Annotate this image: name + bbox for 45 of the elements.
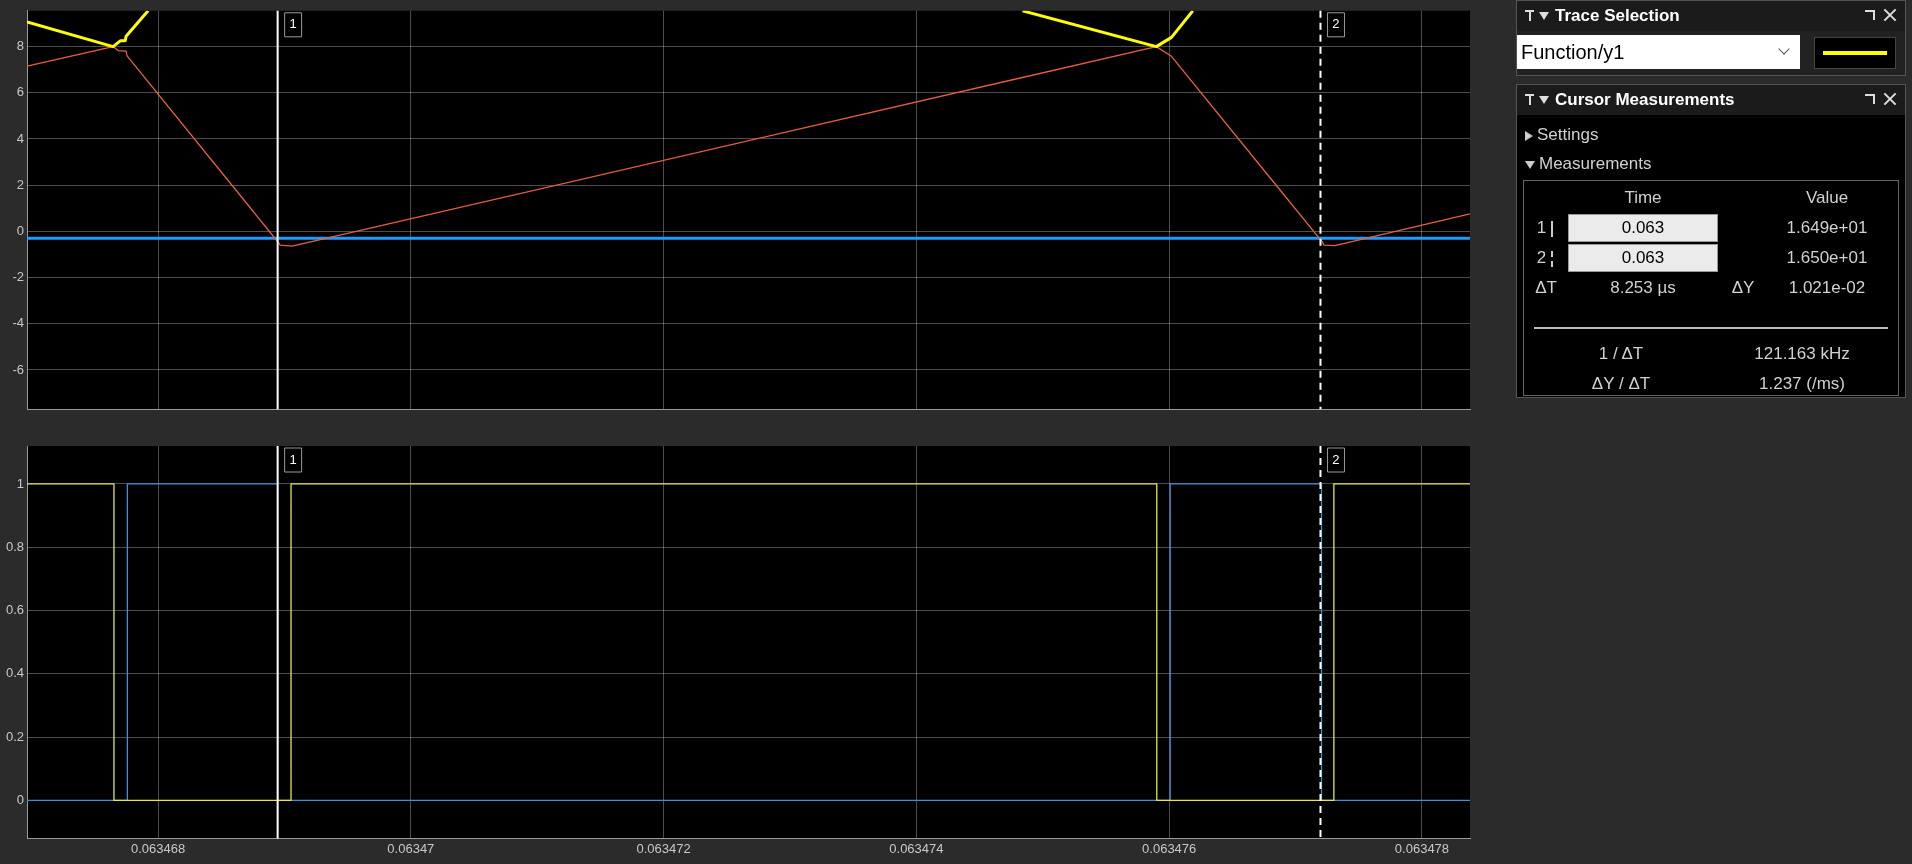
y-tick-label: -4 [12,315,24,331]
text: ΔY / ΔT [1591,374,1651,393]
text: Settings [1537,125,1599,144]
y-tick-label: 1 [16,475,24,491]
annotation: 1 [289,16,297,32]
text: Time [1624,188,1662,207]
text: Trace Selection [1555,6,1680,26]
text: 1.237 (/ms) [1759,374,1845,393]
text: Value [1805,188,1849,207]
x-tick-label: 0.063478 [1394,840,1450,856]
annotation: 2 [1332,451,1340,467]
x-tick-label: 0.063472 [636,840,691,856]
y-tick-label: 8 [16,38,24,54]
y-tick-label: 2 [16,176,24,192]
annotation: 2 [1332,16,1340,32]
text: Function/y1 [1521,40,1625,64]
annotation: 1 [289,451,297,467]
y-tick-label: 0.2 [5,728,24,744]
y-tick-label: 4 [16,130,24,146]
text: 1 / ΔT [1598,344,1644,363]
x-tick-label: 0.063476 [1142,840,1197,856]
x-tick-label: 0.063474 [889,840,944,856]
text: 1 [1536,218,1547,237]
y-tick-label: 0.6 [5,602,24,618]
x-tick-label: 0.06347 [387,840,435,856]
x-tick-label: 0.063468 [130,840,186,856]
y-tick-label: -2 [12,269,24,285]
text: 8.253 µs [1610,278,1676,297]
text: 0.063 [1621,218,1665,237]
text: 1.649e+01 [1786,218,1868,237]
text: 1.650e+01 [1786,248,1868,267]
text: ΔY [1731,278,1755,297]
y-tick-label: -6 [12,361,24,377]
y-tick-label: 6 [16,84,24,100]
text: 121.163 kHz [1754,344,1850,363]
text: 2 [1536,248,1547,267]
y-tick-label: 0 [16,222,24,238]
text: ΔT [1535,278,1557,297]
text: 0.063 [1621,248,1665,267]
text: 1.021e-02 [1788,278,1866,297]
y-tick-label: 0 [16,792,24,807]
y-tick-label: 0.8 [5,538,24,554]
text: Measurements [1539,154,1652,173]
text: Cursor Measurements [1555,90,1735,110]
y-tick-label: 0.4 [5,665,24,681]
